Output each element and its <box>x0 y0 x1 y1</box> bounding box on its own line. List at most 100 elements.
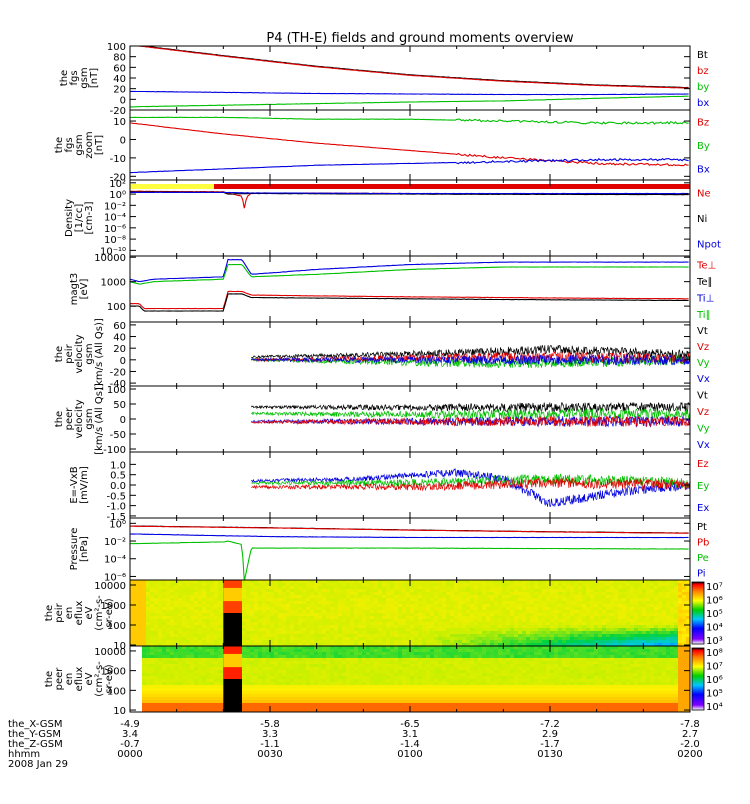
legend-peir-3: Vx <box>697 374 710 385</box>
ytick-label-magt3-2: 100 <box>107 302 126 313</box>
ylabel-peer-4: [km/s (All Qs)] <box>94 383 105 455</box>
legend-peer-1: Vz <box>697 407 709 418</box>
ephem-value-0-3: 0000 <box>117 749 142 760</box>
series-fgs2-1 <box>130 117 689 124</box>
ytick-label-pressure-1: 10⁻² <box>104 537 126 548</box>
plot-area-peir_spec <box>130 580 691 647</box>
colorbar-peir_spec <box>692 582 704 644</box>
plot-area-fgs2 <box>130 117 689 173</box>
colorbar-label-peir_spec-0: 10⁷ <box>706 582 723 593</box>
ytick-label-magt3-0: 10000 <box>94 253 126 264</box>
legend-fgs2-1: By <box>697 141 710 152</box>
legend-density-2: Npot <box>697 239 721 250</box>
colorbar-label-peir_spec-1: 10⁶ <box>706 596 723 607</box>
gap-mid-peer_spec <box>223 654 242 667</box>
legend-pressure-0: Pt <box>697 522 707 533</box>
legend-fgs1-1: bz <box>697 66 709 77</box>
frame-fgs1 <box>130 46 690 110</box>
legend-peir-0: Vt <box>697 326 708 337</box>
legend-pressure-3: Pi <box>697 568 706 579</box>
ylabel-pressure-1: [nPa] <box>79 536 90 562</box>
plot-area-efield <box>251 469 690 507</box>
legend-density-1: Ni <box>697 214 707 225</box>
ytick-label-fgs2-1: 0 <box>120 135 126 146</box>
legend-fgs1-0: Bt <box>697 50 708 61</box>
series-pressure-1 <box>130 526 689 533</box>
series-fgs2-2 <box>130 159 689 173</box>
colorbar-label-peir_spec-4: 10³ <box>706 636 723 647</box>
legend-efield-1: Ey <box>697 481 709 492</box>
ytick-label-peir-4: -20 <box>110 367 126 378</box>
ytick-label-fgs2-0: 10 <box>113 117 126 128</box>
legend-peer-3: Vx <box>697 440 710 451</box>
plot-area-peir <box>251 345 690 368</box>
ytick-label-fgs1-3: 40 <box>113 74 126 85</box>
legend-peir-2: Vy <box>697 358 710 369</box>
series-pressure-2 <box>130 534 689 538</box>
ytick-label-density-4: 10⁻⁶ <box>104 224 126 235</box>
ytick-label-fgs1-4: 20 <box>113 85 126 96</box>
legend-magt3-1: Te∥ <box>696 277 713 288</box>
ylabel-peir-4: [km/s (All Qs)] <box>94 318 105 390</box>
legend-density-0: Ne <box>697 189 711 200</box>
series-fgs1-0 <box>130 45 689 88</box>
legend-fgs2-0: Bz <box>697 118 709 129</box>
colorbar-label-peer_spec-0: 10⁸ <box>706 648 723 659</box>
colorbar-label-peer_spec-4: 10⁴ <box>706 702 723 713</box>
plot-area-peer <box>251 402 690 426</box>
colorbar-label-peir_spec-2: 10⁵ <box>706 609 723 620</box>
plot-area-fgs1 <box>130 45 689 107</box>
colorbar-label-peer_spec-1: 10⁷ <box>706 662 723 673</box>
ytick-label-peer_spec-0: 10000 <box>94 647 126 658</box>
legend-efield-2: Ex <box>697 503 709 514</box>
series-magt3-1 <box>130 265 689 285</box>
ylabel-efield-1: [mV/m] <box>79 466 90 504</box>
ytick-label-fgs1-0: 100 <box>107 42 126 53</box>
ephem-value-3-3: 0130 <box>537 749 562 760</box>
legend-magt3-3: Ti∥ <box>696 310 711 321</box>
colorbar-label-peer_spec-2: 10⁶ <box>706 675 723 686</box>
ephem-label-4: 2008 Jan 29 <box>8 759 68 770</box>
ytick-label-peer-3: -50 <box>110 430 126 441</box>
flag-red <box>214 184 690 189</box>
plot-area-magt3 <box>130 260 689 312</box>
ytick-label-density-1: 10⁰ <box>109 190 126 201</box>
legend-fgs1-2: by <box>697 82 709 93</box>
colorbar-label-peir_spec-3: 10⁴ <box>706 623 723 634</box>
ylabel-fgs2-4: [nT] <box>94 135 105 155</box>
ytick-label-peer-0: 100 <box>107 385 126 396</box>
ytick-label-fgs1-2: 60 <box>113 63 126 74</box>
plot-area-peer_spec <box>130 646 691 713</box>
plot-title: P4 (TH-E) fields and ground moments over… <box>266 31 574 46</box>
legend-fgs2-2: Bx <box>697 164 710 175</box>
legend-peer-0: Vt <box>697 390 708 401</box>
colorbar-label-peer_spec-3: 10⁵ <box>706 689 723 700</box>
series-fgs1-1 <box>130 45 689 88</box>
legend-peer-2: Vy <box>697 423 710 434</box>
ytick-label-fgs1-1: 80 <box>113 53 126 64</box>
ylabel-peer_spec-6: sr-eV) <box>104 664 115 693</box>
ylabel-fgs1-3: [nT] <box>89 68 100 88</box>
flag-yellow <box>130 184 214 189</box>
plot-area-pressure <box>130 526 689 581</box>
panel-density: 10²10⁰10⁻²10⁻⁴10⁻⁶10⁻⁸10⁻¹⁰Density[1/cc]… <box>64 179 721 258</box>
ylabel-peir_spec-6: sr-eV) <box>104 598 115 627</box>
ytick-label-peir-0: 60 <box>113 321 126 332</box>
legend-magt3-2: Ti⊥ <box>696 293 714 304</box>
legend-fgs1-3: bx <box>697 98 709 109</box>
ytick-label-peir-1: 40 <box>113 333 126 344</box>
ytick-label-density-5: 10⁻⁸ <box>104 235 126 246</box>
ytick-label-density-0: 10² <box>109 179 126 190</box>
ytick-label-pressure-0: 10⁰ <box>109 519 126 530</box>
